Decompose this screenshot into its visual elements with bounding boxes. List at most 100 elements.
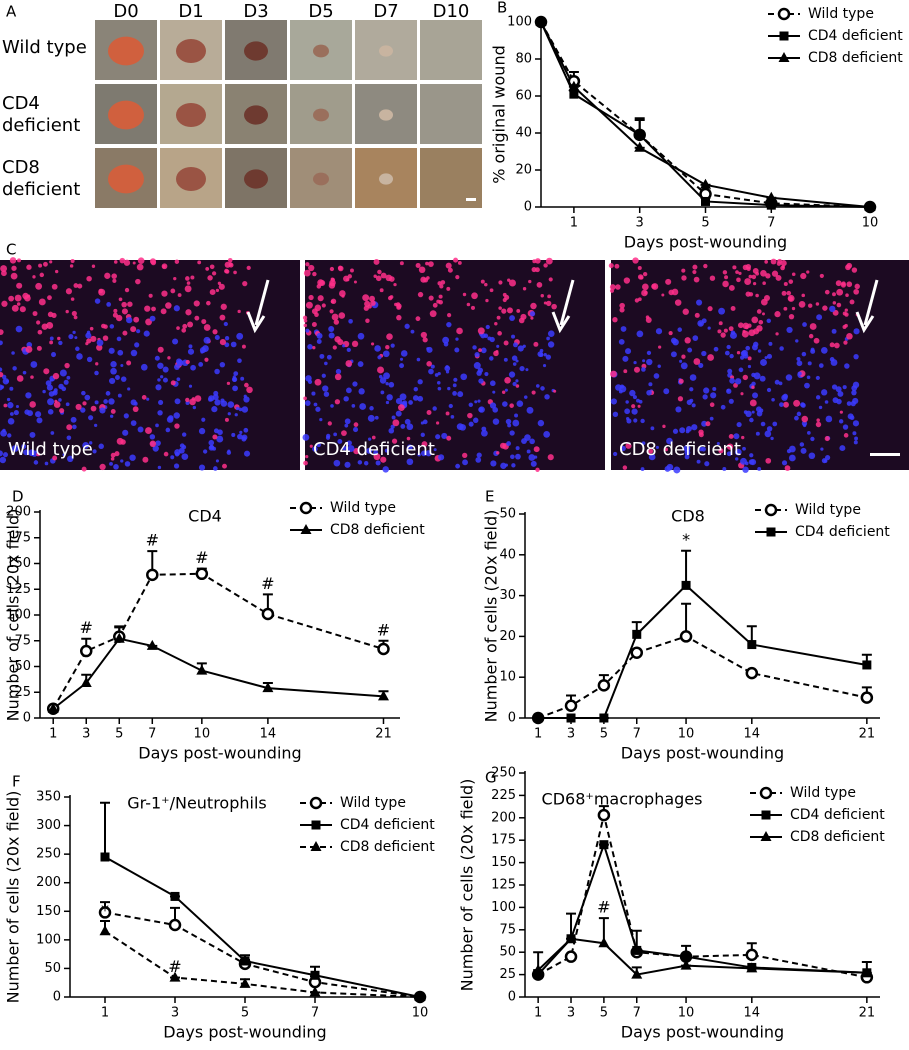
cell-dot: [779, 346, 784, 351]
cell-dot: [149, 434, 156, 440]
cell-dot: [648, 382, 653, 387]
cell-dot: [460, 373, 468, 381]
cell-dot: [239, 430, 243, 434]
x-tick-label: 14: [744, 727, 761, 742]
cell-dot: [209, 289, 216, 296]
legend-label: Wild type: [808, 6, 874, 22]
cell-dot: [243, 396, 250, 403]
column-label: D5: [308, 1, 333, 22]
cell-dot: [110, 414, 114, 418]
error-bar: [681, 549, 692, 586]
cell-dot: [514, 413, 519, 418]
x-tick-label: 5: [600, 727, 608, 742]
cell-dot: [457, 260, 462, 265]
cell-dot: [121, 308, 128, 315]
cell-dot: [821, 458, 827, 464]
cell-dot: [345, 360, 353, 367]
cell-dot: [751, 410, 755, 414]
cell-dot: [184, 285, 192, 293]
cell-dot: [799, 442, 805, 447]
cell-dot: [642, 271, 648, 277]
cell-dot: [331, 313, 339, 321]
x-tick-label: 7: [311, 1006, 319, 1021]
cell-dot: [50, 352, 57, 358]
cell-dot: [211, 271, 217, 276]
cell-dot: [373, 450, 379, 456]
cell-dot: [39, 272, 45, 278]
wound: [379, 173, 393, 185]
cell-dot: [15, 404, 19, 409]
cell-dot: [802, 322, 807, 327]
cell-dot: [437, 386, 442, 391]
cell-dot: [406, 436, 411, 441]
x-axis-label: Days post-wounding: [621, 1023, 784, 1042]
cell-dot: [70, 416, 77, 423]
cell-dot: [72, 424, 77, 430]
cell-dot: [775, 274, 782, 281]
x-tick-label: 3: [636, 216, 644, 231]
cell-dot: [105, 391, 111, 396]
cell-dot: [165, 427, 171, 433]
cell-dot: [447, 267, 453, 273]
cell-dot: [513, 342, 518, 348]
cell-dot: [303, 323, 308, 328]
cell-dot: [454, 347, 460, 353]
cell-dot: [478, 378, 484, 384]
row-label: Wild type: [2, 37, 87, 58]
cell-dot: [641, 289, 648, 297]
cell-dot: [24, 294, 31, 302]
cell-dot: [53, 401, 61, 408]
x-tick-label: 7: [633, 1006, 641, 1021]
cell-dot: [729, 353, 734, 359]
data-point: [196, 664, 208, 675]
data-point: [168, 918, 182, 932]
cell-dot: [612, 411, 619, 417]
column-label: D10: [433, 1, 470, 22]
y-tick-label: 125: [6, 582, 31, 597]
cell-dot: [783, 401, 789, 408]
arrow: [559, 279, 575, 326]
cell-dot: [689, 374, 697, 381]
series-line: [540, 21, 871, 208]
cell-dot: [745, 345, 751, 351]
x-axis-label: Days post-wounding: [163, 1023, 326, 1042]
cell-dot: [793, 399, 801, 407]
data-point: [864, 201, 876, 211]
cell-dot: [308, 294, 314, 301]
cell-dot: [446, 286, 451, 291]
cell-dot: [347, 445, 355, 453]
y-tick-label: 80: [515, 52, 532, 67]
cell-dot: [380, 456, 387, 463]
cell-dot: [681, 354, 686, 359]
cell-dot: [529, 438, 535, 445]
legend-marker: [310, 841, 322, 851]
cell-dot: [764, 260, 769, 264]
cell-dot: [735, 457, 739, 461]
data-point: [146, 568, 159, 582]
cell-dot: [533, 446, 540, 453]
cell-dot: [327, 421, 332, 426]
cell-dot: [722, 270, 728, 275]
cell-dot: [302, 433, 310, 441]
cell-dot: [437, 372, 441, 376]
cell-dot: [742, 329, 746, 334]
cell-dot: [666, 437, 673, 445]
cell-dot: [759, 375, 766, 382]
cell-dot: [75, 403, 82, 410]
cell-dot: [685, 429, 690, 434]
cell-dot: [743, 410, 748, 414]
cell-dot: [391, 415, 396, 420]
cell-dot: [733, 383, 738, 388]
cell-dot: [159, 375, 164, 379]
cell-dot: [821, 389, 828, 396]
cell-dot: [191, 397, 196, 401]
cell-dot: [399, 393, 407, 401]
micrograph: [305, 260, 605, 470]
cell-dot: [503, 357, 508, 362]
cell-dot: [49, 378, 54, 382]
cell-dot: [369, 295, 375, 302]
cell-dot: [400, 350, 408, 357]
cell-dot: [529, 311, 536, 317]
cell-dot: [726, 388, 732, 394]
cell-dot: [237, 309, 241, 314]
